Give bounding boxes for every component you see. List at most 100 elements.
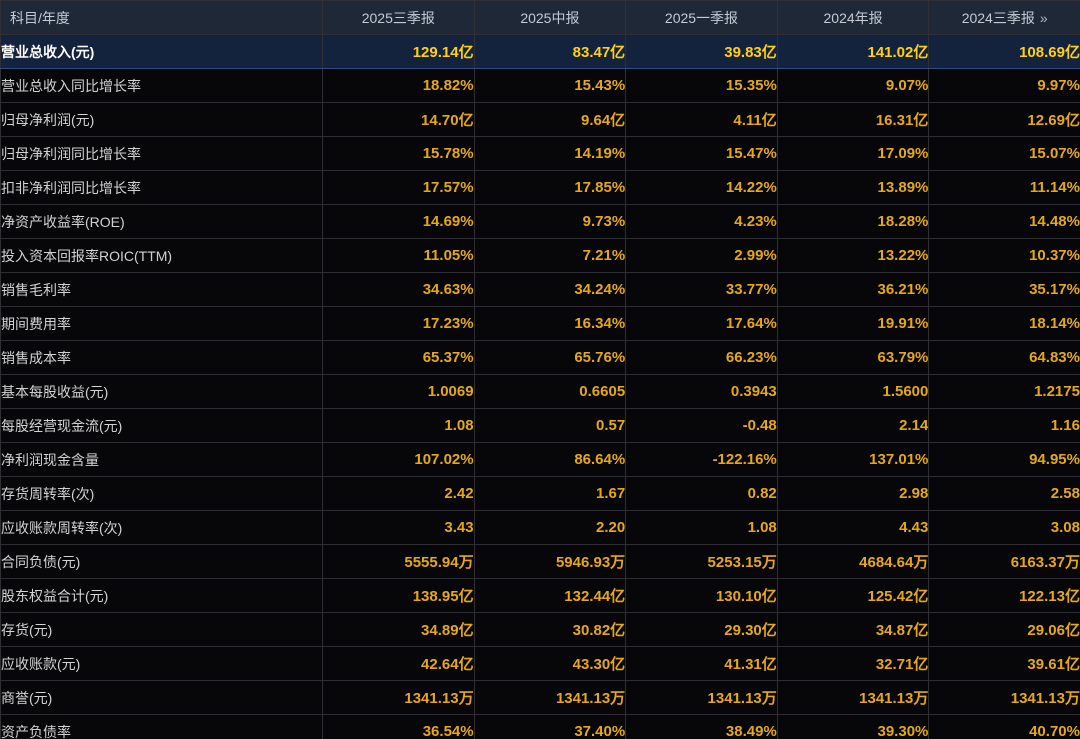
table-row[interactable]: 投入资本回报率ROIC(TTM) 11.05% 7.21% 2.99% 13.22% 10… — [0, 238, 1080, 273]
table-row[interactable]: 商誉(元) 1341.13万 1341.13万 1341.13万 1341.13万 134… — [0, 680, 1080, 715]
cell-value: 130.10亿 — [625, 578, 778, 613]
table-row[interactable]: 营业总收入同比增长率 18.82% 15.43% 15.35% 9.07% 9.97% — [0, 68, 1080, 103]
cell-value: 18.28% — [776, 204, 930, 239]
cell-value: 0.3943 — [625, 374, 778, 409]
table-row[interactable]: 销售成本率 65.37% 65.76% 66.23% 63.79% 64.83% — [0, 340, 1080, 375]
cell-value: 129.14亿 — [322, 34, 475, 69]
column-header-2024fy[interactable]: 2024年报 — [776, 0, 930, 35]
column-header-2025q3[interactable]: 2025三季报 — [322, 0, 475, 35]
cell-value: 1.67 — [473, 476, 627, 511]
cell-value: 1341.13万 — [928, 680, 1080, 715]
cell-value: 42.64亿 — [322, 646, 475, 681]
cell-value: 2.58 — [928, 476, 1080, 511]
row-label[interactable]: 股东权益合计(元) — [0, 578, 323, 613]
cell-value: 41.31亿 — [625, 646, 778, 681]
cell-value: 5555.94万 — [322, 544, 475, 579]
table-row[interactable]: 股东权益合计(元) 138.95亿 132.44亿 130.10亿 125.42亿 122… — [0, 578, 1080, 613]
cell-value: 125.42亿 — [776, 578, 930, 613]
cell-value: 34.63% — [322, 272, 475, 307]
table-row[interactable]: 每股经营现金流(元) 1.08 0.57 -0.48 2.14 1.16 — [0, 408, 1080, 443]
row-label[interactable]: 营业总收入同比增长率 — [0, 68, 323, 103]
row-label[interactable]: 期间费用率 — [0, 306, 323, 341]
cell-value: 94.95% — [928, 442, 1080, 477]
cell-value: 16.34% — [473, 306, 627, 341]
column-header-2025q1[interactable]: 2025一季报 — [625, 0, 778, 35]
row-label[interactable]: 净资产收益率(ROE) — [0, 204, 323, 239]
row-label[interactable]: 合同负债(元) — [0, 544, 323, 579]
row-label[interactable]: 存货周转率(次) — [0, 476, 323, 511]
table-row[interactable]: 存货(元) 34.89亿 30.82亿 29.30亿 34.87亿 29.06亿 — [0, 612, 1080, 647]
row-label[interactable]: 商誉(元) — [0, 680, 323, 715]
table-row[interactable]: 销售毛利率 34.63% 34.24% 33.77% 36.21% 35.17% — [0, 272, 1080, 307]
cell-value: 17.57% — [322, 170, 475, 205]
table-row[interactable]: 净利润现金含量 107.02% 86.64% -122.16% 137.01% 94.95… — [0, 442, 1080, 477]
row-label[interactable]: 每股经营现金流(元) — [0, 408, 323, 443]
row-label[interactable]: 归母净利润(元) — [0, 102, 323, 137]
row-label[interactable]: 销售成本率 — [0, 340, 323, 375]
cell-value: 15.43% — [473, 68, 627, 103]
table-row[interactable]: 应收账款周转率(次) 3.43 2.20 1.08 4.43 3.08 — [0, 510, 1080, 545]
cell-value: 1.5600 — [776, 374, 930, 409]
cell-value: 19.91% — [776, 306, 930, 341]
row-label[interactable]: 营业总收入(元) — [0, 34, 323, 69]
cell-value: 17.09% — [776, 136, 930, 171]
cell-value: 32.71亿 — [776, 646, 930, 681]
cell-value: 2.14 — [776, 408, 930, 443]
cell-value: 1.16 — [928, 408, 1080, 443]
cell-value: 66.23% — [625, 340, 778, 375]
cell-value: 2.42 — [322, 476, 475, 511]
cell-value: 0.82 — [625, 476, 778, 511]
column-header-2024q3[interactable]: 2024三季报» — [928, 0, 1080, 35]
table-row[interactable]: 基本每股收益(元) 1.0069 0.6605 0.3943 1.5600 1.2175 — [0, 374, 1080, 409]
cell-value: 86.64% — [473, 442, 627, 477]
row-label[interactable]: 净利润现金含量 — [0, 442, 323, 477]
cell-value: 0.57 — [473, 408, 627, 443]
more-columns-icon[interactable]: » — [1039, 9, 1048, 26]
cell-value: 14.48% — [928, 204, 1080, 239]
table-row[interactable]: 存货周转率(次) 2.42 1.67 0.82 2.98 2.58 — [0, 476, 1080, 511]
cell-value: 4.43 — [776, 510, 930, 545]
table-row[interactable]: 净资产收益率(ROE) 14.69% 9.73% 4.23% 18.28% 14.48% — [0, 204, 1080, 239]
cell-value: 9.73% — [473, 204, 627, 239]
cell-value: 34.87亿 — [776, 612, 930, 647]
cell-value: 137.01% — [776, 442, 930, 477]
row-label[interactable]: 投入资本回报率ROIC(TTM) — [0, 238, 323, 273]
table-row[interactable]: 归母净利润同比增长率 15.78% 14.19% 15.47% 17.09% 15.07% — [0, 136, 1080, 171]
table-row[interactable]: 合同负债(元) 5555.94万 5946.93万 5253.15万 4684.64万 6… — [0, 544, 1080, 579]
cell-value: 1341.13万 — [776, 680, 930, 715]
cell-value: 18.82% — [322, 68, 475, 103]
table-row[interactable]: 营业总收入(元) 129.14亿 83.47亿 39.83亿 141.02亿 108.69… — [0, 34, 1080, 69]
row-label[interactable]: 基本每股收益(元) — [0, 374, 323, 409]
cell-value: 1.0069 — [322, 374, 475, 409]
cell-value: 34.89亿 — [322, 612, 475, 647]
cell-value: 35.17% — [928, 272, 1080, 307]
cell-value: 1341.13万 — [625, 680, 778, 715]
cell-value: 36.54% — [322, 714, 475, 739]
cell-value: 13.22% — [776, 238, 930, 273]
cell-value: 16.31亿 — [776, 102, 930, 137]
table-row[interactable]: 扣非净利润同比增长率 17.57% 17.85% 14.22% 13.89% 11.14% — [0, 170, 1080, 205]
cell-value: 39.30% — [776, 714, 930, 739]
cell-value: 17.64% — [625, 306, 778, 341]
table-header: 科目/年度 2025三季报 2025中报 2025一季报 2024年报 2024… — [0, 0, 1080, 35]
cell-value: 138.95亿 — [322, 578, 475, 613]
table-row[interactable]: 归母净利润(元) 14.70亿 9.64亿 4.11亿 16.31亿 12.69亿 — [0, 102, 1080, 137]
row-label[interactable]: 应收账款周转率(次) — [0, 510, 323, 545]
row-label[interactable]: 扣非净利润同比增长率 — [0, 170, 323, 205]
cell-value: 14.69% — [322, 204, 475, 239]
column-header-2025h1[interactable]: 2025中报 — [473, 0, 627, 35]
table-row[interactable]: 应收账款(元) 42.64亿 43.30亿 41.31亿 32.71亿 39.61亿 — [0, 646, 1080, 681]
cell-value: 107.02% — [322, 442, 475, 477]
row-label[interactable]: 销售毛利率 — [0, 272, 323, 307]
row-label[interactable]: 归母净利润同比增长率 — [0, 136, 323, 171]
row-label[interactable]: 存货(元) — [0, 612, 323, 647]
cell-value: 122.13亿 — [928, 578, 1080, 613]
row-label[interactable]: 应收账款(元) — [0, 646, 323, 681]
cell-value: 12.69亿 — [928, 102, 1080, 137]
cell-value: 18.14% — [928, 306, 1080, 341]
table-row[interactable]: 期间费用率 17.23% 16.34% 17.64% 19.91% 18.14% — [0, 306, 1080, 341]
cell-value: 3.43 — [322, 510, 475, 545]
table-row[interactable]: 资产负债率 36.54% 37.40% 38.49% 39.30% 40.70% — [0, 714, 1080, 739]
cell-value: -122.16% — [625, 442, 778, 477]
row-label[interactable]: 资产负债率 — [0, 714, 323, 739]
